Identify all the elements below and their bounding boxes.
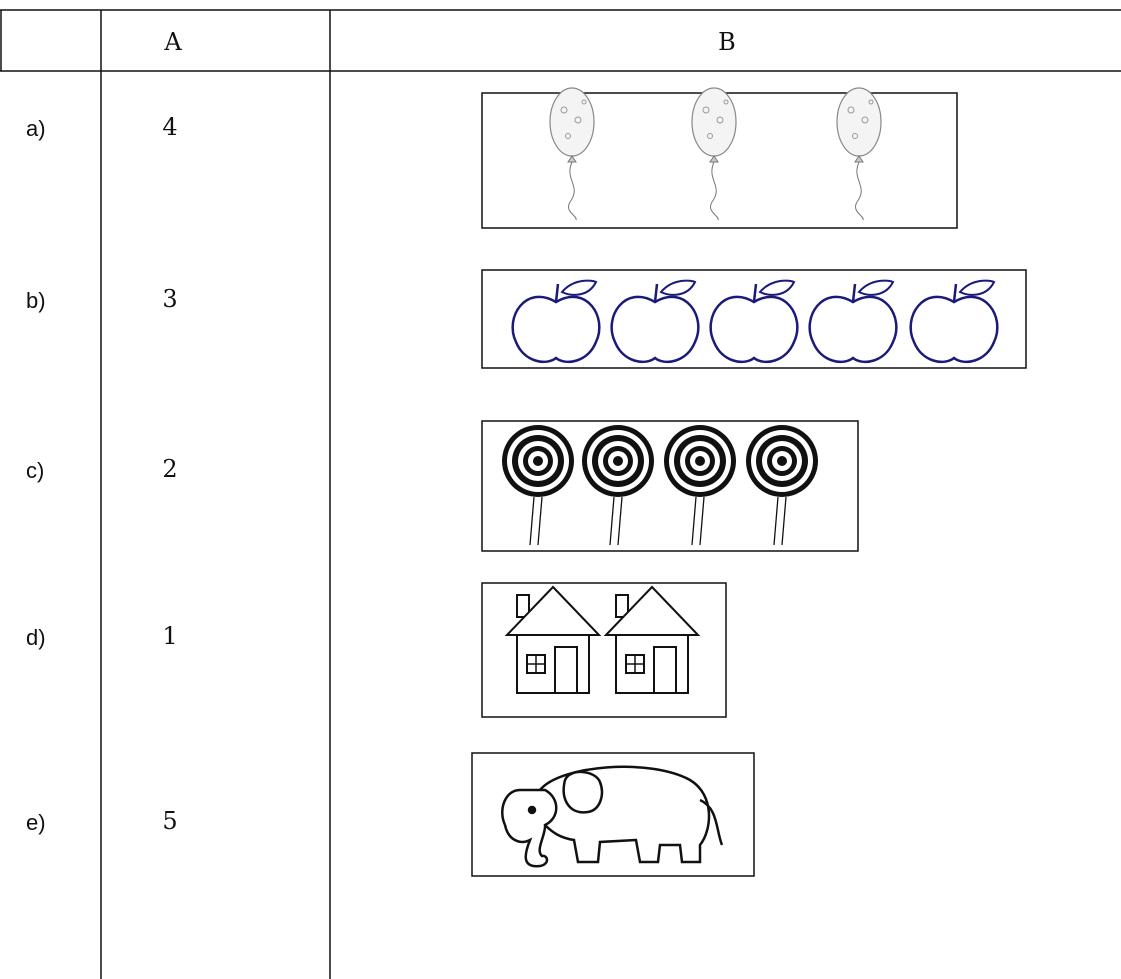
header-a: A: [163, 28, 182, 56]
row-label: c): [26, 458, 44, 483]
header-b: B: [718, 28, 736, 56]
lollipops-picture: [481, 420, 859, 552]
row-value: 1: [162, 622, 177, 650]
row-label: a): [26, 116, 46, 141]
row-value: 3: [162, 285, 177, 313]
row-label: b): [26, 288, 46, 313]
row-label: e): [26, 810, 46, 835]
row-value: 5: [162, 807, 177, 835]
row-value: 4: [162, 113, 177, 141]
balloons-picture: [481, 87, 958, 229]
row-label: d): [26, 625, 46, 650]
elephant-picture: [471, 752, 755, 877]
apples-picture: [481, 269, 1027, 369]
houses-picture: [481, 582, 727, 718]
row-value: 2: [162, 455, 177, 483]
